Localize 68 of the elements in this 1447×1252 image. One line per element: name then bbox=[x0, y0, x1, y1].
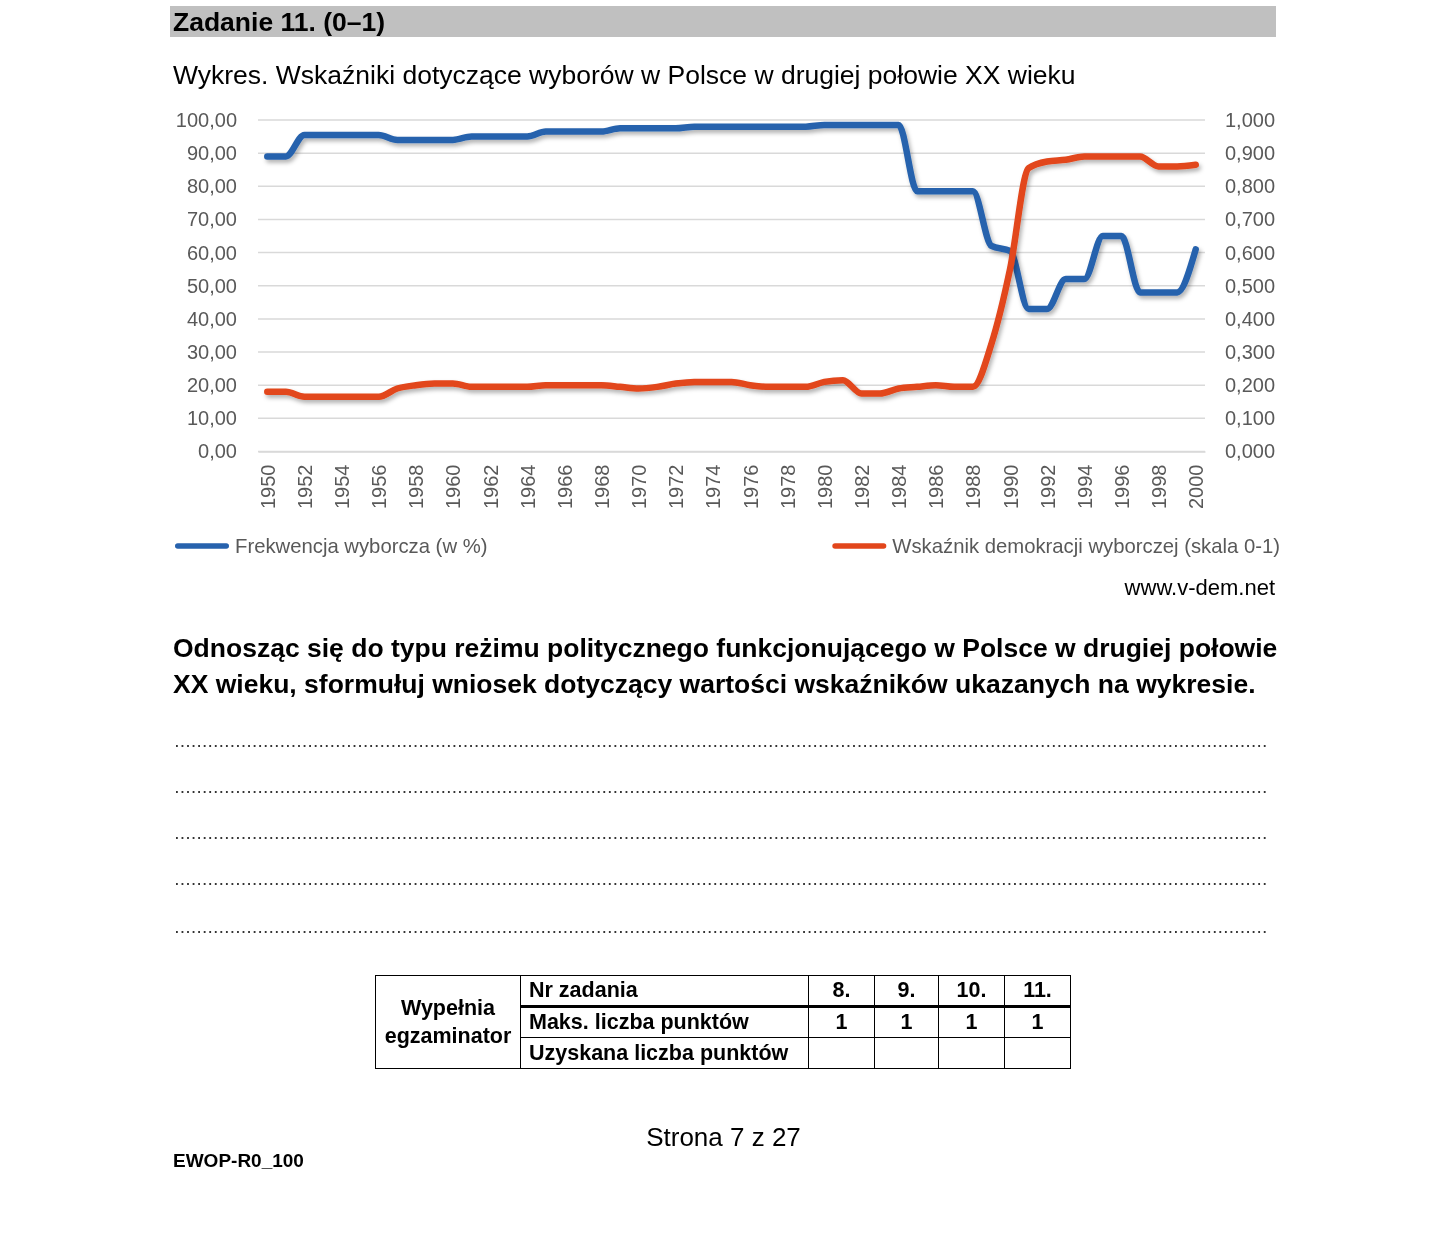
y-tick-label: Uzyskana liczba punktów bbox=[520, 1037, 809, 1069]
text: Wypełnia egzaminator bbox=[375, 975, 521, 1069]
legend-label: Wskaźnik demokracji wyborczej (skala 0-1) bbox=[892, 535, 1280, 558]
text: www.v-dem.net bbox=[1124, 575, 1275, 601]
x-tick-label: 1968 bbox=[591, 464, 614, 509]
y-tick-label: 10,00 bbox=[186, 407, 237, 430]
text: Odnosząc się do typu reżimu politycznego funkcjonującego w Polsce w drugiej połowie XX wieku, sformułuj wniosek dotyczący wartości wskaźników ukazanych na wykresie. bbox=[173, 632, 1279, 701]
y-tick-label: 100,00 bbox=[175, 108, 237, 131]
y2-tick-label: 0,800 bbox=[1225, 175, 1276, 198]
x-tick-label: 2000 bbox=[1185, 464, 1208, 509]
y2-tick-label: 0,500 bbox=[1225, 274, 1276, 297]
x-tick-label: 1970 bbox=[628, 464, 651, 509]
data-label: 1 bbox=[938, 1006, 1005, 1038]
x-tick-label: 1962 bbox=[479, 464, 502, 509]
x-tick-label: 10. bbox=[938, 975, 1005, 1007]
y-tick-label: 70,00 bbox=[186, 208, 237, 231]
x-tick-label: 1976 bbox=[739, 464, 762, 509]
x-tick-label: 1982 bbox=[850, 464, 873, 509]
legend-label: Frekwencja wyborcza (w %) bbox=[235, 535, 488, 558]
x-tick-label: 1998 bbox=[1148, 464, 1171, 509]
chart-title: Zadanie 11. (0–1) bbox=[173, 7, 386, 37]
x-axis-title: Nr zadania bbox=[520, 975, 809, 1007]
x-tick-label: 1950 bbox=[256, 464, 279, 509]
x-tick-label: 1986 bbox=[925, 464, 948, 509]
text: Strona 7 z 27 bbox=[646, 1122, 801, 1152]
y2-tick-label: 1,000 bbox=[1225, 108, 1276, 131]
y2-tick-label: 0,100 bbox=[1225, 407, 1276, 430]
y2-tick-label: 0,000 bbox=[1225, 440, 1276, 463]
x-tick-label: 1972 bbox=[665, 464, 688, 509]
data-label: 1 bbox=[808, 1006, 875, 1038]
x-tick-label: 8. bbox=[808, 975, 875, 1007]
x-tick-label: 1964 bbox=[516, 464, 539, 509]
y-tick-label: Maks. liczba punktów bbox=[520, 1006, 809, 1038]
chart-subtitle: Wykres. Wskaźniki dotyczące wyborów w Polsce w drugiej połowie XX wieku bbox=[173, 60, 1076, 90]
y-tick-label: 90,00 bbox=[186, 142, 237, 165]
x-tick-label: 11. bbox=[1004, 975, 1071, 1007]
data-label: 1 bbox=[874, 1006, 939, 1038]
text: EWOP-R0_100 bbox=[173, 1150, 304, 1172]
x-tick-label: 1980 bbox=[813, 464, 836, 509]
y2-tick-label: 0,200 bbox=[1225, 374, 1276, 397]
y-tick-label: 0,00 bbox=[198, 440, 237, 463]
y-tick-label: 80,00 bbox=[186, 175, 237, 198]
x-tick-label: 1966 bbox=[553, 464, 576, 509]
y-tick-label: 60,00 bbox=[186, 241, 237, 264]
y-tick-label: 30,00 bbox=[186, 340, 237, 363]
x-tick-label: 1996 bbox=[1110, 464, 1133, 509]
y2-tick-label: 0,300 bbox=[1225, 340, 1276, 363]
x-tick-label: 1990 bbox=[999, 464, 1022, 509]
y-tick-label: 50,00 bbox=[186, 274, 237, 297]
x-tick-label: 1952 bbox=[293, 464, 316, 509]
y2-tick-label: 0,900 bbox=[1225, 142, 1276, 165]
y-tick-label: 40,00 bbox=[186, 307, 237, 330]
x-tick-label: 1960 bbox=[442, 464, 465, 509]
x-tick-label: 1994 bbox=[1073, 464, 1096, 509]
x-tick-label: 1974 bbox=[702, 464, 725, 509]
y-tick-label: 20,00 bbox=[186, 374, 237, 397]
x-tick-label: 1956 bbox=[368, 464, 391, 509]
data-label: 1 bbox=[1004, 1006, 1071, 1038]
y2-tick-label: 0,600 bbox=[1225, 241, 1276, 264]
x-tick-label: 9. bbox=[874, 975, 939, 1007]
x-tick-label: 1954 bbox=[331, 464, 354, 509]
x-tick-label: 1978 bbox=[776, 464, 799, 509]
x-tick-label: 1988 bbox=[962, 464, 985, 509]
y2-tick-label: 0,700 bbox=[1225, 208, 1276, 231]
y2-tick-label: 0,400 bbox=[1225, 307, 1276, 330]
x-tick-label: 1992 bbox=[1036, 464, 1059, 509]
x-tick-label: 1958 bbox=[405, 464, 428, 509]
x-tick-label: 1984 bbox=[888, 464, 911, 509]
